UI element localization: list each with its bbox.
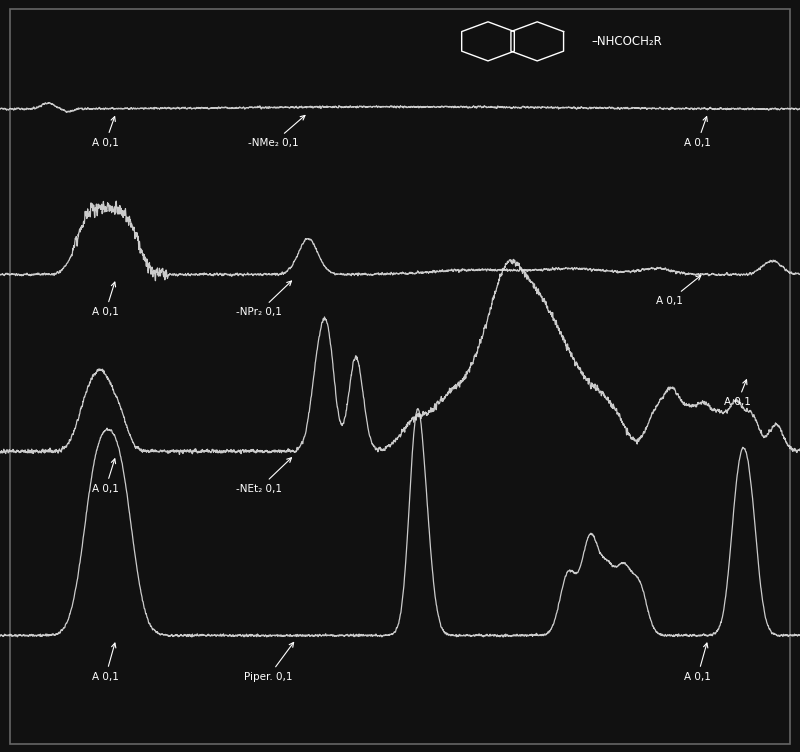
Text: A 0,1: A 0,1 (92, 117, 119, 148)
Text: –NHCOCH₂R: –NHCOCH₂R (591, 35, 662, 48)
Text: A 0,1: A 0,1 (684, 643, 711, 682)
Text: -NMe₂ 0,1: -NMe₂ 0,1 (248, 115, 305, 148)
Text: -NEt₂ 0,1: -NEt₂ 0,1 (236, 458, 291, 494)
Text: A 0,1: A 0,1 (92, 459, 119, 494)
Text: A 0,1: A 0,1 (92, 282, 119, 317)
Text: A 0,1: A 0,1 (656, 275, 701, 306)
Text: A 0,1: A 0,1 (92, 643, 119, 682)
Text: -NPr₂ 0,1: -NPr₂ 0,1 (236, 281, 291, 317)
Text: Piper. 0,1: Piper. 0,1 (244, 642, 294, 682)
Text: A 0,1: A 0,1 (684, 117, 711, 148)
Text: A 0,1: A 0,1 (724, 380, 751, 408)
